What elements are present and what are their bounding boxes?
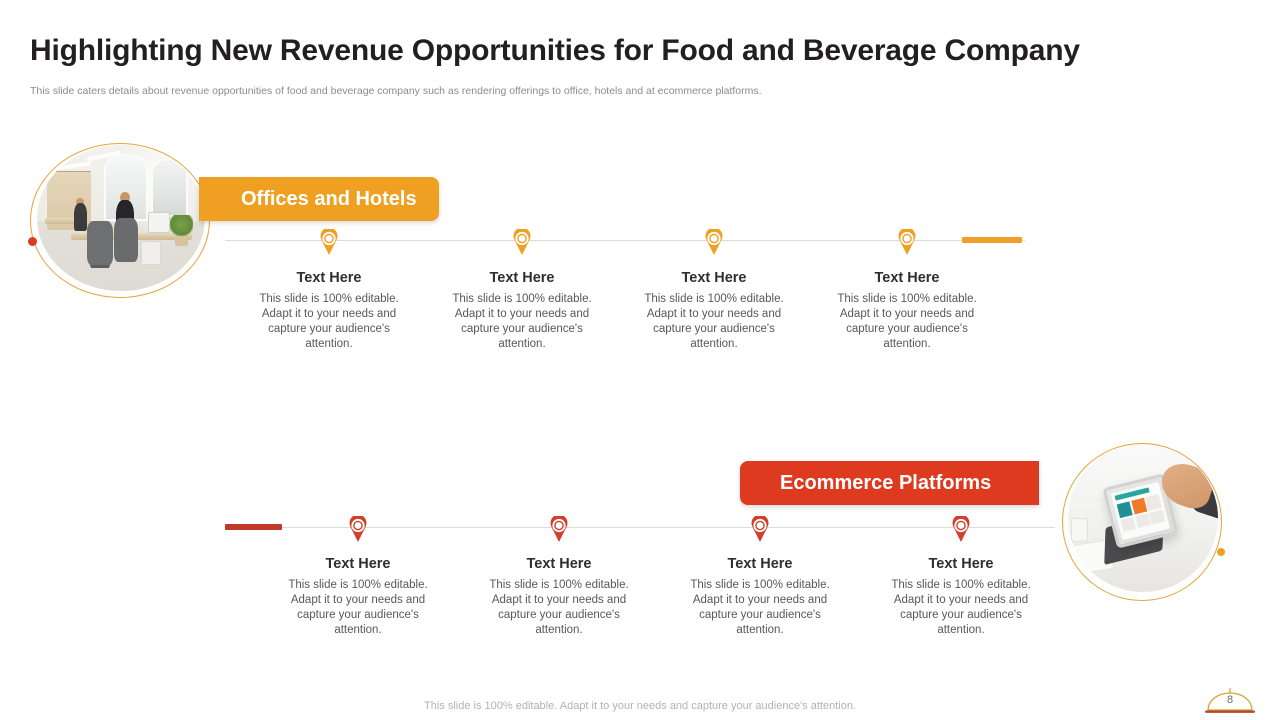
list-item: Text Here This slide is 100% editable. A…	[639, 270, 789, 352]
list-item: Text Here This slide is 100% editable. A…	[254, 270, 404, 352]
item-title: Text Here	[489, 270, 555, 286]
list-item: Text Here This slide is 100% editable. A…	[283, 556, 433, 638]
timeline-bottom-line	[225, 527, 1055, 528]
timeline-marker-pin-icon[interactable]	[319, 229, 339, 255]
list-item: Text Here This slide is 100% editable. A…	[484, 556, 634, 638]
timeline-marker-pin-icon[interactable]	[750, 516, 770, 542]
item-title: Text Here	[928, 556, 994, 572]
timeline-marker-pin-icon[interactable]	[951, 516, 971, 542]
item-title: Text Here	[727, 556, 793, 572]
page-subtitle: This slide caters details about revenue …	[30, 85, 762, 97]
list-item: Text Here This slide is 100% editable. A…	[832, 270, 982, 352]
footer-note: This slide is 100% editable. Adapt it to…	[424, 700, 856, 712]
ecommerce-photo-accent-dot	[1217, 548, 1225, 556]
timeline-marker-pin-icon[interactable]	[512, 229, 532, 255]
timeline-marker-pin-icon[interactable]	[897, 229, 917, 255]
section-label-offices-and-hotels[interactable]: Offices and Hotels	[199, 177, 439, 221]
ecommerce-photo-ring	[1062, 443, 1222, 601]
timeline-bottom-start-cap	[225, 524, 282, 530]
offices-photo	[28, 143, 210, 298]
item-description: This slide is 100% editable. Adapt it to…	[288, 579, 428, 636]
item-description: This slide is 100% editable. Adapt it to…	[452, 293, 592, 350]
offices-photo-accent-dot	[28, 237, 37, 246]
list-item: Text Here This slide is 100% editable. A…	[685, 556, 835, 638]
item-title: Text Here	[526, 556, 592, 572]
page-number-badge: 8	[1198, 686, 1262, 716]
list-item: Text Here This slide is 100% editable. A…	[447, 270, 597, 352]
item-title: Text Here	[325, 556, 391, 572]
item-description: This slide is 100% editable. Adapt it to…	[644, 293, 784, 350]
ecommerce-photo	[1062, 443, 1225, 601]
section-label-text: Ecommerce Platforms	[780, 471, 992, 494]
timeline-marker-pin-icon[interactable]	[549, 516, 569, 542]
item-description: This slide is 100% editable. Adapt it to…	[837, 293, 977, 350]
item-description: This slide is 100% editable. Adapt it to…	[489, 579, 629, 636]
timeline-marker-pin-icon[interactable]	[704, 229, 724, 255]
item-title: Text Here	[874, 270, 940, 286]
list-item: Text Here This slide is 100% editable. A…	[886, 556, 1036, 638]
item-description: This slide is 100% editable. Adapt it to…	[259, 293, 399, 350]
page-number: 8	[1226, 694, 1234, 706]
item-description: This slide is 100% editable. Adapt it to…	[690, 579, 830, 636]
cloche-icon	[1205, 688, 1255, 713]
item-description: This slide is 100% editable. Adapt it to…	[891, 579, 1031, 636]
timeline-top-end-cap	[962, 237, 1022, 243]
section-label-text: Offices and Hotels	[241, 187, 417, 210]
section-label-ecommerce-platforms[interactable]: Ecommerce Platforms	[740, 461, 1040, 505]
timeline-top-line	[225, 240, 1025, 241]
item-title: Text Here	[681, 270, 747, 286]
item-title: Text Here	[296, 270, 362, 286]
page-title: Highlighting New Revenue Opportunities f…	[30, 34, 1080, 67]
offices-photo-ring	[30, 143, 210, 298]
timeline-marker-pin-icon[interactable]	[348, 516, 368, 542]
